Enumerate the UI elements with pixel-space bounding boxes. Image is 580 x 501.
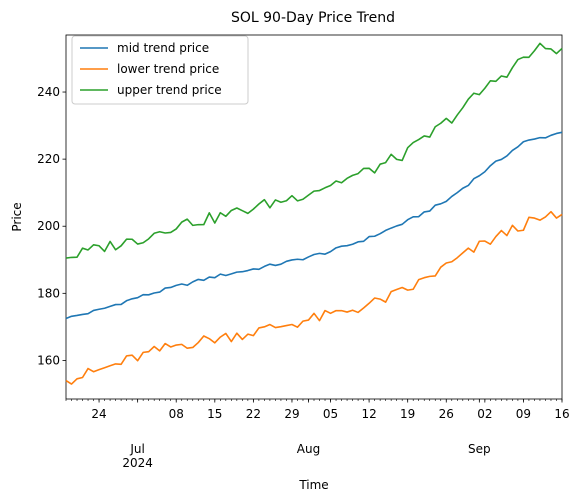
x-axis-label: Time (298, 478, 328, 492)
legend-label: lower trend price (117, 62, 219, 76)
x-tick-label: Aug (297, 442, 320, 456)
y-tick-label: 180 (37, 286, 60, 300)
x-tick-label: 16 (554, 407, 569, 421)
x-tick-label: 24 (91, 407, 106, 421)
y-tick-label: 200 (37, 219, 60, 233)
x-tick-label: Jul 2024 (122, 442, 153, 470)
y-axis-label: Price (10, 202, 24, 231)
x-tick-label: 19 (400, 407, 415, 421)
chart-title: SOL 90-Day Price Trend (231, 10, 395, 26)
x-tick-label: 29 (284, 407, 299, 421)
series-line-0 (65, 131, 563, 320)
x-tick-label: 26 (439, 407, 454, 421)
series-line-1 (65, 210, 563, 385)
x-tick-label: 22 (246, 407, 261, 421)
legend-frame (71, 35, 249, 105)
x-tick-label: 12 (361, 407, 376, 421)
x-tick-label: 15 (207, 407, 222, 421)
y-tick-label: 220 (37, 152, 60, 166)
x-tick-label: 08 (169, 407, 184, 421)
series-layer (65, 42, 563, 385)
x-tick-label: 09 (516, 407, 531, 421)
y-axis: 160 180 200 220 240 (37, 85, 66, 367)
x-axis: 24 Jul 2024 08 15 22 29 Aug 05 12 19 26 Sep 02 09 16 (65, 399, 570, 470)
series-line-2 (65, 42, 563, 259)
x-tick-label: 02 (477, 407, 492, 421)
legend-label: upper trend price (117, 83, 222, 97)
legend: mid trend price lower trend price upper tr… (71, 35, 249, 105)
y-tick-label: 240 (37, 85, 60, 99)
legend-label: mid trend price (117, 41, 209, 55)
x-tick-label: 05 (323, 407, 338, 421)
y-tick-label: 160 (37, 353, 60, 367)
x-tick-label: Sep (468, 442, 491, 456)
